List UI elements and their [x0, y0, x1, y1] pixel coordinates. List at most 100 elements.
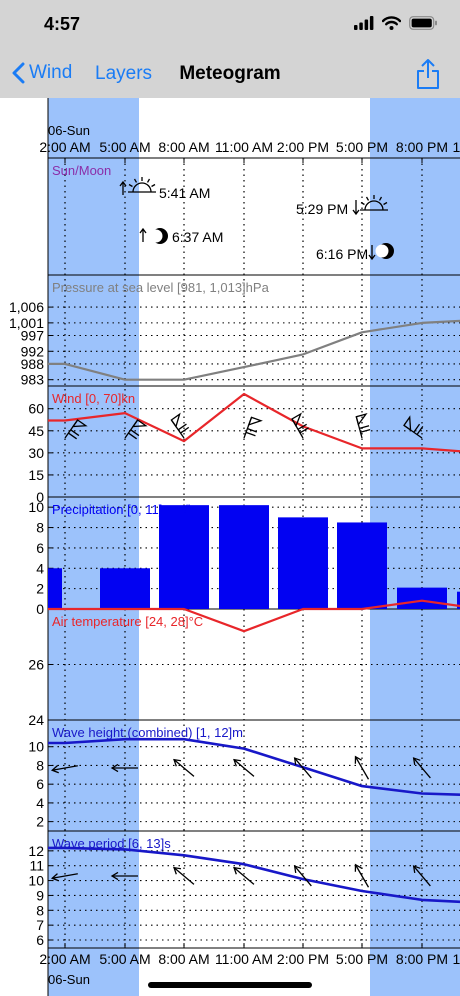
sun-moon-label: Sun/Moon — [52, 163, 111, 178]
time-label: 11:00 PM — [453, 951, 460, 967]
wind-barb-pennant — [170, 412, 181, 429]
navigation-bar: Wind Layers Meteogram — [0, 50, 460, 98]
layers-button[interactable]: Layers — [95, 63, 153, 84]
wave-direction-arrow-head — [50, 765, 59, 774]
y-tick-label: 6 — [36, 932, 44, 948]
time-label: 8:00 PM — [396, 951, 448, 967]
y-tick-label: 15 — [28, 467, 44, 483]
y-tick-label: 60 — [28, 401, 44, 417]
moonrise-arrow-head — [139, 227, 147, 234]
share-icon[interactable] — [416, 58, 440, 90]
back-button[interactable]: Wind — [12, 62, 72, 84]
signal-icon — [354, 16, 374, 30]
time-label: 2:00 PM — [277, 951, 329, 967]
night-band — [48, 98, 139, 996]
wave-direction-arrow-head — [412, 865, 421, 874]
wifi-icon — [382, 16, 401, 30]
time-label: 11:00 AM — [215, 951, 273, 967]
wave-direction-arrow — [52, 873, 78, 879]
pressure-line — [48, 319, 460, 381]
y-tick-label: 6 — [36, 540, 44, 556]
precipitation-bar — [100, 568, 150, 609]
wind-label: Wind [0, 70]kn — [52, 391, 135, 406]
y-tick-label: 8 — [36, 902, 44, 918]
air-temperature-label: Air temperature [24, 28]°C — [52, 614, 203, 629]
time-label: 2:00 PM — [277, 139, 329, 155]
wave-direction-arrow — [173, 759, 195, 777]
wind-barb-feather — [360, 428, 371, 433]
wind-barb-feather — [299, 427, 309, 434]
precipitation-bar — [337, 522, 387, 609]
y-tick-label: 26 — [28, 657, 44, 673]
wind-barb-feather — [247, 427, 258, 433]
time-label: 8:00 PM — [396, 139, 448, 155]
wave-direction-arrow — [52, 765, 78, 771]
y-tick-label: 12 — [28, 843, 44, 859]
wind-barb-feather — [70, 429, 80, 437]
status-bar: 4:57 — [0, 0, 460, 50]
wind-barb-feather — [68, 432, 78, 440]
wind-barb-feather — [245, 431, 256, 437]
y-tick-label: 988 — [21, 356, 45, 372]
wave-direction-arrow-head — [110, 763, 119, 773]
y-tick-label: 10 — [28, 873, 44, 889]
wave-direction-arrow-head — [233, 866, 242, 875]
wave-direction-arrow — [354, 756, 370, 780]
moonrise-time: 6:37 AM — [172, 229, 223, 245]
wave-direction-arrow — [354, 864, 370, 888]
sunrise-time: 5:41 AM — [159, 185, 210, 201]
wave-height-label: Wave height (combined) [1, 12]m — [52, 725, 243, 740]
y-tick-label: 24 — [28, 712, 44, 728]
y-tick-label: 4 — [36, 560, 44, 576]
date-label: 06-Sun — [48, 972, 90, 987]
wave-direction-arrow — [413, 865, 431, 887]
y-tick-label: 0 — [36, 601, 44, 617]
wind-barb-feather — [297, 423, 307, 430]
wind-barb-feather — [180, 426, 190, 434]
y-tick-label: 9 — [36, 887, 44, 903]
moonset-time: 6:16 PM — [316, 246, 368, 262]
moonset-arrow-head — [368, 254, 376, 261]
pressure-label: Pressure at sea level [981, 1,013]hPa — [52, 280, 270, 295]
time-label: 11:00 PM — [453, 139, 460, 155]
wind-barb-feather — [128, 432, 138, 440]
wind-barb-feather — [130, 429, 140, 437]
time-label: 2:00 AM — [39, 139, 90, 155]
wave-direction-arrow — [233, 759, 255, 777]
wave-direction-arrow — [233, 867, 255, 885]
back-label: Wind — [29, 62, 73, 83]
y-tick-label: 997 — [21, 328, 45, 344]
y-tick-label: 1,006 — [9, 299, 44, 315]
sunrise-icon — [128, 177, 156, 193]
wind-barb-pennant — [403, 415, 412, 432]
time-label: 11:00 AM — [215, 139, 273, 155]
y-tick-label: 11 — [29, 858, 44, 874]
y-tick-label: 8 — [36, 520, 44, 536]
y-tick-label: 2 — [36, 581, 44, 597]
battery-icon — [409, 16, 437, 30]
y-tick-label: 10 — [28, 499, 44, 515]
y-tick-label: 10 — [28, 739, 44, 755]
y-tick-label: 983 — [21, 372, 45, 388]
precipitation-bar — [219, 505, 269, 609]
y-tick-label: 4 — [36, 795, 44, 811]
time-label: 5:00 AM — [99, 951, 150, 967]
wave-direction-arrow-head — [110, 871, 119, 881]
time-label: 5:00 PM — [336, 951, 388, 967]
y-tick-label: 7 — [36, 917, 44, 933]
wave-direction-arrow-head — [354, 863, 362, 872]
sunset-arrow-head — [352, 209, 360, 216]
wave-period-label: Wave period [6, 13]s — [52, 836, 171, 851]
time-label: 5:00 AM — [99, 139, 150, 155]
wind-barb-pennant — [291, 412, 302, 428]
y-tick-label: 992 — [21, 343, 45, 359]
precipitation-bar — [278, 517, 328, 609]
wave-direction-arrow-head — [233, 758, 242, 767]
wave-direction-arrow-head — [293, 865, 302, 874]
chevron-left-icon — [12, 62, 25, 84]
wave-direction-arrow — [294, 757, 312, 779]
wave-direction-arrow-head — [354, 755, 362, 764]
wind-barb-feather — [413, 423, 421, 433]
wave-direction-arrow — [294, 865, 312, 887]
wave-period-line — [48, 846, 460, 904]
